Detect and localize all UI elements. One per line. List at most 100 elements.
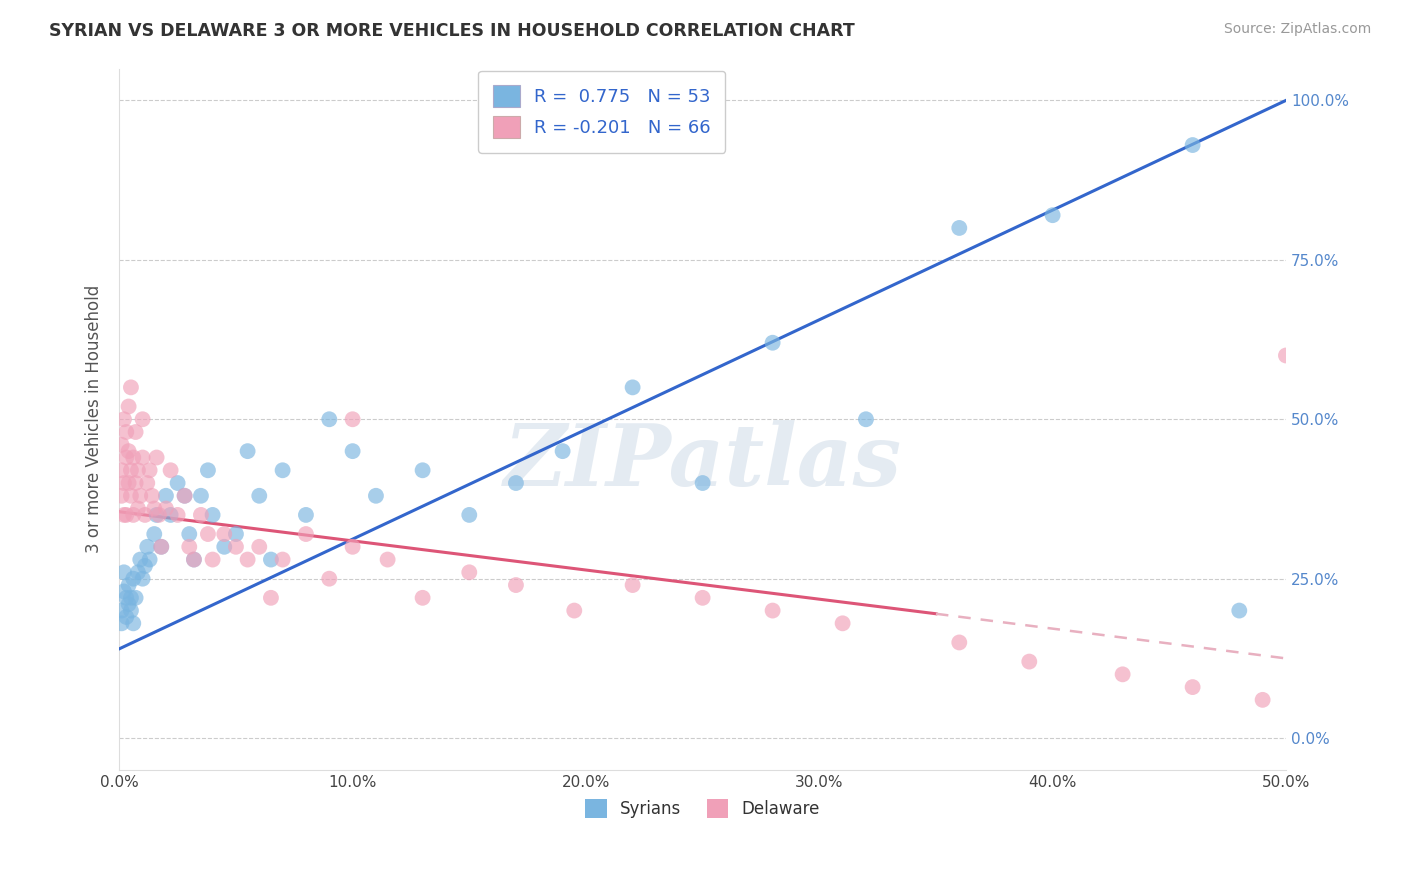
Point <box>117 578 139 592</box>
Point <box>122 572 145 586</box>
Point <box>159 463 181 477</box>
Point <box>136 540 159 554</box>
Point <box>247 489 270 503</box>
Point <box>412 591 434 605</box>
Point <box>127 566 149 580</box>
Point <box>1042 208 1064 222</box>
Point <box>148 508 170 522</box>
Point <box>236 552 259 566</box>
Point <box>295 508 318 522</box>
Point <box>115 591 138 605</box>
Point <box>150 540 173 554</box>
Point <box>112 508 135 522</box>
Point <box>1111 667 1133 681</box>
Point <box>225 527 247 541</box>
Point <box>145 508 167 522</box>
Point <box>115 508 138 522</box>
Point <box>110 616 132 631</box>
Point <box>122 616 145 631</box>
Point <box>159 508 181 522</box>
Text: ZIPatlas: ZIPatlas <box>503 419 901 503</box>
Point <box>115 450 138 465</box>
Point <box>295 527 318 541</box>
Point <box>173 489 195 503</box>
Point <box>1018 655 1040 669</box>
Point <box>458 508 481 522</box>
Point <box>131 450 153 465</box>
Text: SYRIAN VS DELAWARE 3 OR MORE VEHICLES IN HOUSEHOLD CORRELATION CHART: SYRIAN VS DELAWARE 3 OR MORE VEHICLES IN… <box>49 22 855 40</box>
Point <box>505 578 527 592</box>
Point <box>318 572 340 586</box>
Point <box>138 463 160 477</box>
Point <box>120 591 142 605</box>
Point <box>131 412 153 426</box>
Point <box>179 540 201 554</box>
Point <box>115 610 138 624</box>
Point <box>1227 603 1250 617</box>
Point <box>236 444 259 458</box>
Legend: Syrians, Delaware: Syrians, Delaware <box>579 793 827 825</box>
Point <box>271 552 294 566</box>
Point <box>692 476 714 491</box>
Point <box>247 540 270 554</box>
Point <box>562 603 585 617</box>
Point <box>127 463 149 477</box>
Point <box>1181 138 1204 153</box>
Point <box>120 489 142 503</box>
Point <box>214 540 236 554</box>
Y-axis label: 3 or more Vehicles in Household: 3 or more Vehicles in Household <box>86 285 103 553</box>
Point <box>122 508 145 522</box>
Point <box>183 552 205 566</box>
Point <box>129 552 152 566</box>
Point <box>110 463 132 477</box>
Point <box>141 489 163 503</box>
Point <box>458 566 481 580</box>
Point <box>948 221 970 235</box>
Point <box>115 425 138 439</box>
Point <box>412 463 434 477</box>
Point <box>762 335 785 350</box>
Point <box>129 489 152 503</box>
Point <box>1275 349 1298 363</box>
Point <box>855 412 877 426</box>
Point <box>201 508 224 522</box>
Point <box>179 527 201 541</box>
Point <box>621 578 644 592</box>
Point <box>117 597 139 611</box>
Point <box>117 400 139 414</box>
Point <box>112 412 135 426</box>
Point <box>138 552 160 566</box>
Point <box>145 450 167 465</box>
Point <box>342 444 364 458</box>
Point <box>124 591 146 605</box>
Point <box>621 380 644 394</box>
Point <box>134 558 156 573</box>
Point <box>318 412 340 426</box>
Point <box>131 572 153 586</box>
Point <box>124 476 146 491</box>
Point <box>150 540 173 554</box>
Point <box>197 463 219 477</box>
Point <box>948 635 970 649</box>
Point <box>190 489 212 503</box>
Point <box>124 425 146 439</box>
Point <box>166 476 188 491</box>
Point <box>692 591 714 605</box>
Point <box>166 508 188 522</box>
Point <box>271 463 294 477</box>
Point <box>120 603 142 617</box>
Point <box>155 489 177 503</box>
Point <box>505 476 527 491</box>
Point <box>112 584 135 599</box>
Text: Source: ZipAtlas.com: Source: ZipAtlas.com <box>1223 22 1371 37</box>
Point <box>190 508 212 522</box>
Point <box>762 603 785 617</box>
Point <box>173 489 195 503</box>
Point <box>551 444 574 458</box>
Point <box>120 463 142 477</box>
Point <box>134 508 156 522</box>
Point <box>342 412 364 426</box>
Point <box>1181 680 1204 694</box>
Point <box>127 501 149 516</box>
Point <box>225 540 247 554</box>
